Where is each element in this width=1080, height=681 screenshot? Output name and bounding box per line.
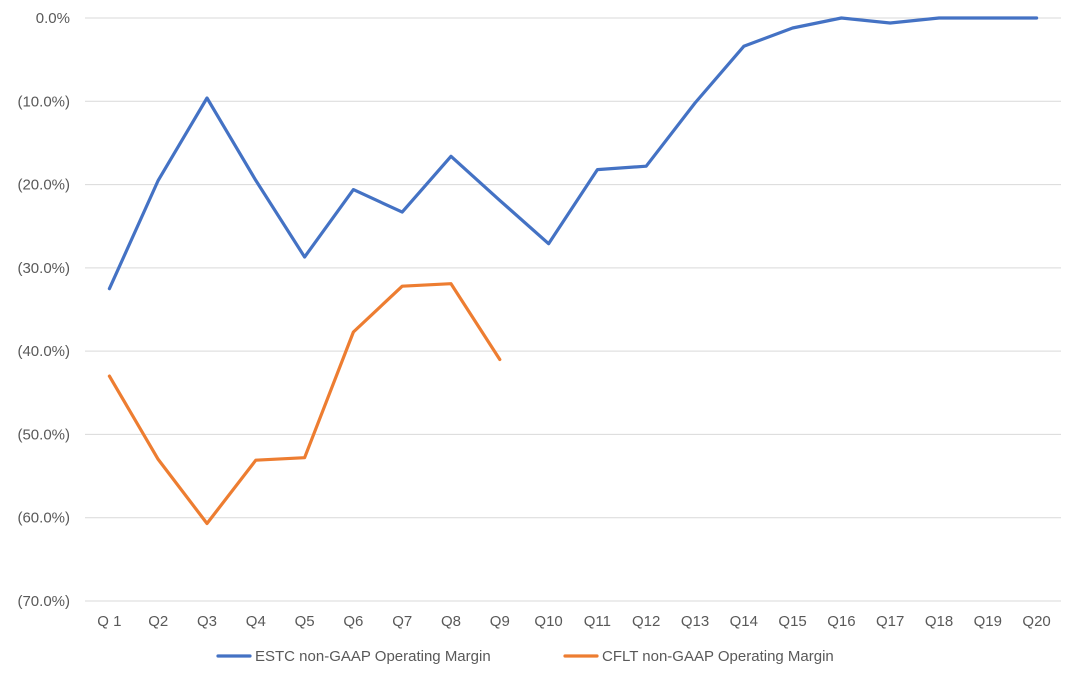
x-tick-label: Q17 xyxy=(876,613,904,630)
x-tick-label: Q16 xyxy=(827,613,855,630)
x-tick-label: Q15 xyxy=(778,613,806,630)
y-tick-label: (20.0%) xyxy=(17,177,70,194)
x-axis-tick-labels: Q 1 Q2 Q3 Q4 Q5 Q6 Q7 Q8 Q9 Q10 Q11 Q12 Q13 Q14 Q15 Q16… xyxy=(97,613,1050,630)
x-tick-label: Q19 xyxy=(974,613,1002,630)
series-line-1 xyxy=(107,282,502,526)
y-tick-label: (10.0%) xyxy=(17,93,70,110)
legend: ESTC non-GAAP Operating Margin CFLT non-G… xyxy=(216,648,834,665)
x-tick-label: Q7 xyxy=(392,613,412,630)
x-tick-label: Q10 xyxy=(534,613,562,630)
y-axis-tick-labels: 0.0% (10.0%) (20.0%) (30.0%) (40.0%) (50.0%) (… xyxy=(17,10,70,610)
y-tick-label: (50.0%) xyxy=(17,426,70,443)
y-tick-label: (70.0%) xyxy=(17,593,70,610)
x-tick-label: Q11 xyxy=(584,613,611,630)
series-lines xyxy=(107,16,1039,526)
series-line-0 xyxy=(107,16,1039,291)
legend-label: CFLT non-GAAP Operating Margin xyxy=(602,648,834,665)
x-tick-label: Q18 xyxy=(925,613,953,630)
x-tick-label: Q4 xyxy=(246,613,266,630)
x-tick-label: Q8 xyxy=(441,613,461,630)
y-tick-label: (40.0%) xyxy=(17,343,70,360)
x-tick-label: Q2 xyxy=(148,613,168,630)
x-tick-label: Q6 xyxy=(343,613,363,630)
gridlines xyxy=(85,17,1061,602)
x-tick-label: Q20 xyxy=(1022,613,1050,630)
x-tick-label: Q5 xyxy=(295,613,315,630)
x-tick-label: Q9 xyxy=(490,613,510,630)
y-tick-label: (30.0%) xyxy=(17,260,70,277)
legend-label: ESTC non-GAAP Operating Margin xyxy=(255,648,491,665)
y-tick-label: (60.0%) xyxy=(17,510,70,527)
x-tick-label: Q3 xyxy=(197,613,217,630)
x-tick-label: Q 1 xyxy=(97,613,121,630)
x-tick-label: Q14 xyxy=(730,613,758,630)
x-tick-label: Q12 xyxy=(632,613,660,630)
x-tick-label: Q13 xyxy=(681,613,709,630)
y-tick-label: 0.0% xyxy=(36,10,70,27)
